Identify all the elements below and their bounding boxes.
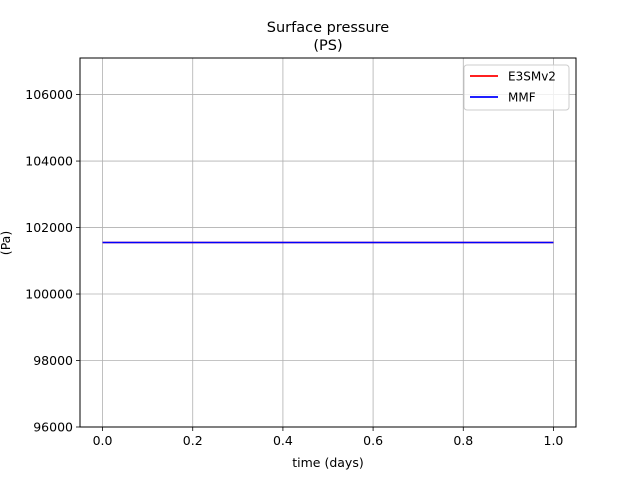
y-tick-label: 106000: [25, 87, 73, 102]
legend-label-mmf: MMF: [508, 91, 536, 105]
y-tick-label: 98000: [33, 353, 73, 368]
y-tick-label: 102000: [25, 220, 73, 235]
x-tick-label: 0.2: [183, 433, 203, 448]
y-axis-ticks: 96000 98000 100000 102000 104000 106000: [25, 87, 80, 435]
y-axis-label: (Pa): [0, 231, 13, 255]
x-axis-label: time (days): [292, 455, 363, 470]
legend: E3SMv2 MMF: [463, 64, 570, 111]
y-tick-label: 100000: [25, 287, 73, 302]
x-tick-label: 0.6: [363, 433, 383, 448]
y-tick-label: 104000: [25, 154, 73, 169]
x-axis-ticks: 0.0 0.2 0.4 0.6 0.8 1.0: [93, 427, 564, 448]
y-tick-label: 96000: [33, 420, 73, 435]
x-tick-label: 0.0: [93, 433, 113, 448]
x-tick-label: 0.4: [273, 433, 293, 448]
legend-label-e3smv2: E3SMv2: [508, 70, 556, 84]
chart-title: Surface pressure: [267, 20, 390, 36]
x-tick-label: 0.8: [453, 433, 473, 448]
plot-frame: [79, 57, 577, 428]
x-tick-label: 1.0: [544, 433, 564, 448]
chart-subtitle: (PS): [313, 38, 342, 54]
